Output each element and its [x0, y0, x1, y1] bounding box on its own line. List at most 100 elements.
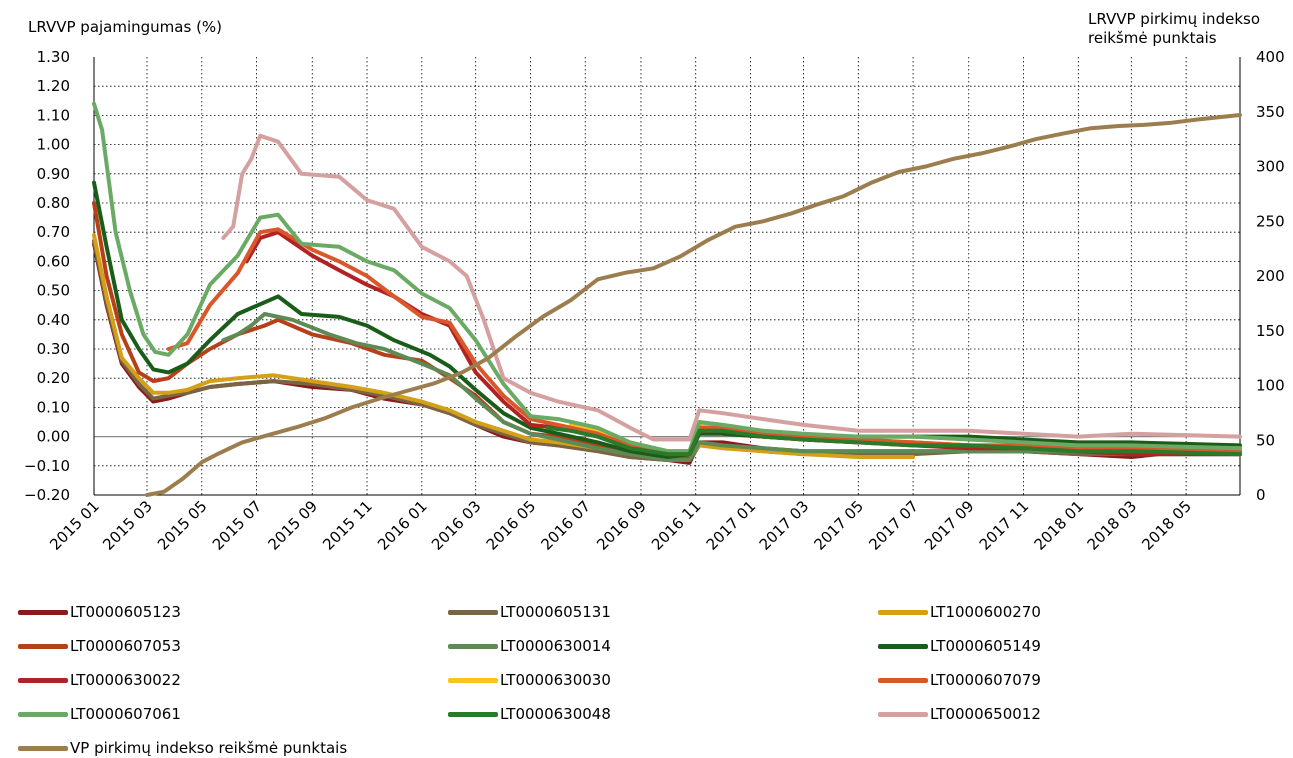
x-tick-label: 2016 01: [374, 497, 431, 554]
left-axis-title: LRVVP pajamingumas (%): [28, 18, 222, 36]
x-tick-label: 2016 05: [483, 497, 540, 554]
y-left-tick-label: 0.70: [37, 223, 70, 241]
series-line-12: [145, 113, 1242, 497]
legend-label: LT0000630014: [500, 637, 611, 655]
y-left-tick-label: 1.00: [37, 136, 70, 154]
y-left-tick-label: 0.10: [37, 398, 70, 416]
y-left-tick-label: −0.20: [24, 486, 70, 504]
series-line-3: [92, 201, 1242, 459]
legend-swatch: [18, 745, 68, 751]
x-tick-label: 2017 07: [865, 497, 922, 554]
series-line-10: [545, 425, 1242, 457]
series-line-0: [92, 241, 1242, 465]
legend-swatch: [878, 643, 928, 649]
legend-swatch: [448, 677, 498, 683]
x-tick-label: 2015 11: [319, 497, 376, 554]
y-left-tick-label: 0.00: [37, 428, 70, 446]
legend-item: LT0000630030: [448, 670, 611, 690]
y-left-tick-label: 0.40: [37, 311, 70, 329]
y-right-tick-label: 400: [1256, 48, 1285, 66]
legend-item: VP pirkimų indekso reikšmė punktais: [18, 738, 347, 758]
legend-item: LT0000630048: [448, 704, 611, 724]
legend-item: LT0000607079: [878, 670, 1041, 690]
x-tick-label: 2015 05: [154, 497, 211, 554]
series-line-4: [221, 312, 1242, 462]
y-left-tick-label: −0.10: [24, 457, 70, 475]
x-tick-label: 2016 07: [538, 497, 595, 554]
y-right-tick-label: 50: [1256, 431, 1275, 449]
y-right-tick-label: 300: [1256, 158, 1285, 176]
y-right-tick-label: 250: [1256, 212, 1285, 230]
legend-label: LT0000605131: [500, 603, 611, 621]
legend-item: LT0000605123: [18, 602, 181, 622]
series-line-8: [166, 227, 1242, 454]
x-tick-label: 2015 09: [264, 497, 321, 554]
y-right-tick-label: 350: [1256, 103, 1285, 121]
legend-label: VP pirkimų indekso reikšmė punktais: [70, 739, 348, 757]
legend-swatch: [878, 609, 928, 615]
legend-label: LT1000600270: [930, 603, 1041, 621]
legend-item: LT0000605149: [878, 636, 1041, 656]
y-right-tick-label: 100: [1256, 377, 1285, 395]
legend-label: LT0000630022: [70, 671, 181, 689]
x-tick-label: 2016 11: [648, 497, 705, 554]
y-right-tick-label: 150: [1256, 322, 1285, 340]
y-left-tick-label: 0.80: [37, 194, 70, 212]
legend-item: LT0000607053: [18, 636, 181, 656]
legend-label: LT0000607061: [70, 705, 181, 723]
legend-swatch: [878, 711, 928, 717]
series-line-6: [244, 230, 1242, 457]
x-tick-label: 2017 03: [756, 497, 813, 554]
x-tick-label: 2016 03: [428, 497, 485, 554]
x-tick-label: 2018 01: [1031, 497, 1088, 554]
x-tick-label: 2018 03: [1084, 497, 1141, 554]
right-axis-title-line-2: reikšmė punktais: [1088, 29, 1217, 47]
y-left-tick-label: 0.20: [37, 369, 70, 387]
legend-item: LT1000600270: [878, 602, 1041, 622]
line-chart: LRVVP pajamingumas (%) LRVVP pirkimų ind…: [24, 10, 1285, 554]
x-tick-label: 2017 05: [811, 497, 868, 554]
series-line-1: [92, 239, 1242, 462]
legend-item: LT0000605131: [448, 602, 611, 622]
legend-label: LT0000630048: [500, 705, 611, 723]
y-right-tick-label: 0: [1256, 486, 1266, 504]
y-left-tick-label: 0.90: [37, 165, 70, 183]
series-line-11: [221, 133, 1242, 442]
legend-label: LT0000605149: [930, 637, 1041, 655]
right-axis-title-line-1: LRVVP pirkimų indekso: [1088, 10, 1260, 28]
y-left-tick-label: 0.30: [37, 340, 70, 358]
legend-swatch: [18, 643, 68, 649]
legend-item: LT0000607061: [18, 704, 181, 724]
x-tick-label: 2016 09: [593, 497, 650, 554]
legend-swatch: [18, 677, 68, 683]
legend-swatch: [18, 609, 68, 615]
legend-label: LT0000650012: [930, 705, 1041, 723]
y-left-tick-label: 0.60: [37, 252, 70, 270]
legend-label: LT0000607079: [930, 671, 1041, 689]
x-tick-label: 2017 09: [921, 497, 978, 554]
legend-swatch: [448, 609, 498, 615]
legend-swatch: [448, 711, 498, 717]
legend-label: LT0000607053: [70, 637, 181, 655]
x-tick-label: 2015 01: [46, 497, 103, 554]
x-tick-label: 2017 11: [976, 497, 1033, 554]
chart-legend: LT0000605123 LT0000605131 LT1000600270 LT00…: [0, 590, 1293, 757]
legend-swatch: [18, 711, 68, 717]
x-tick-label: 2018 05: [1138, 497, 1195, 554]
legend-swatch: [448, 643, 498, 649]
legend-item: LT0000650012: [878, 704, 1041, 724]
series-line-9: [92, 101, 1242, 454]
y-left-tick-label: 1.10: [37, 106, 70, 124]
legend-label: LT0000630030: [500, 671, 611, 689]
legend-swatch: [878, 677, 928, 683]
x-tick-label: 2015 07: [209, 497, 266, 554]
y-right-tick-label: 200: [1256, 267, 1285, 285]
x-tick-label: 2015 03: [99, 497, 156, 554]
y-left-tick-label: 1.30: [37, 48, 70, 66]
legend-label: LT0000605123: [70, 603, 181, 621]
y-left-tick-label: 0.50: [37, 282, 70, 300]
legend-item: LT0000630014: [448, 636, 611, 656]
legend-item: LT0000630022: [18, 670, 181, 690]
x-tick-label: 2017 01: [703, 497, 760, 554]
series-line-2: [92, 233, 916, 459]
